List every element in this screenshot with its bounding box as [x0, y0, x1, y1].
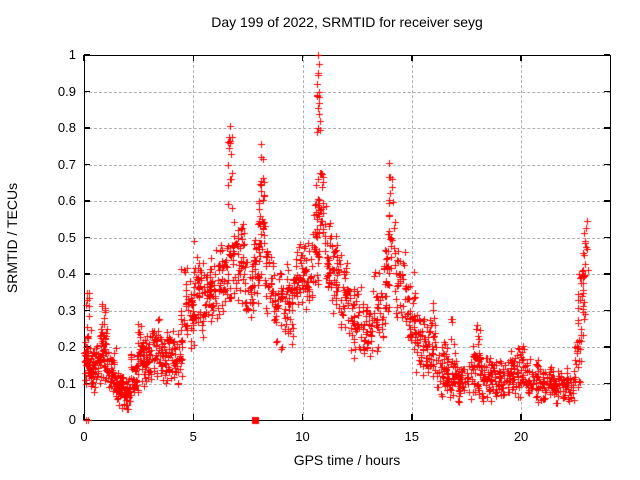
scatter-points-canvas — [0, 0, 640, 480]
srmtid-scatter-chart: Day 199 of 2022, SRMTID for receiver sey… — [0, 0, 640, 480]
